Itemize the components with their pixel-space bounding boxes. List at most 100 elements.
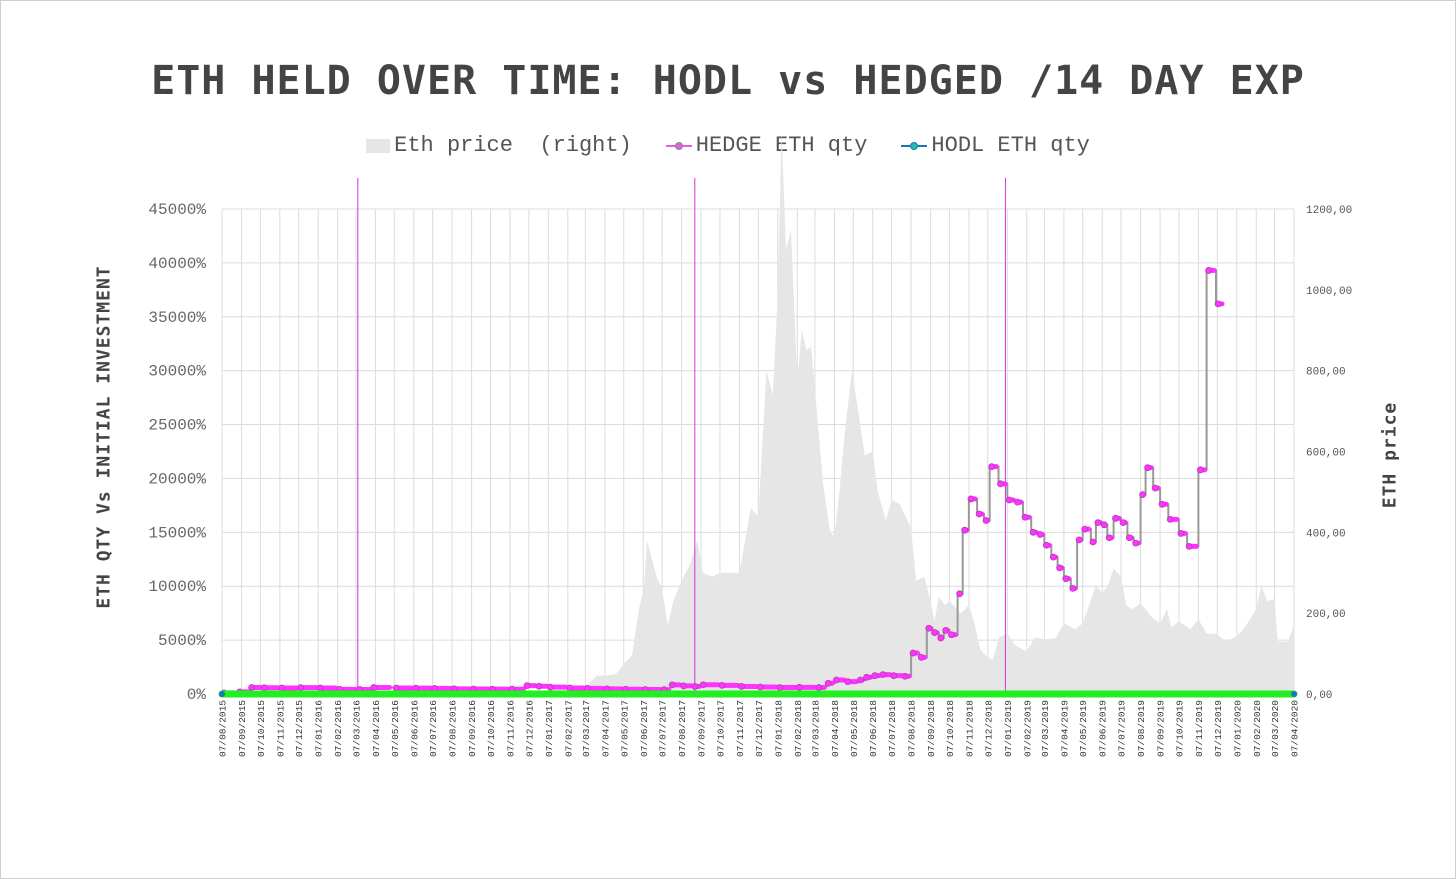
x-tick-label: 07/10/2015 xyxy=(256,700,267,757)
x-tick-label: 07/06/2016 xyxy=(409,700,420,757)
hedge-point xyxy=(909,649,917,657)
y-axis-right: 0,00 200,00 400,00 600,00 800,00 1000,00 1200,… xyxy=(1306,205,1352,702)
hedge-point xyxy=(1036,531,1044,538)
x-tick-label: 07/08/2018 xyxy=(907,700,918,757)
hedge-point xyxy=(1144,464,1152,472)
hedge-point xyxy=(1205,267,1213,274)
legend-item-hodl[interactable]: HODL ETH qty xyxy=(901,133,1090,158)
y-tick-label-left: 5000% xyxy=(158,632,206,650)
hedge-point xyxy=(942,627,950,634)
hedge-point xyxy=(795,683,803,691)
x-tick-label: 07/11/2017 xyxy=(735,700,746,757)
hedge-point xyxy=(776,684,784,691)
hedge-point xyxy=(412,684,420,692)
hedge-point xyxy=(1005,496,1013,504)
x-tick-label: 07/12/2016 xyxy=(524,700,535,757)
x-tick-label: 07/04/2018 xyxy=(830,700,841,757)
x-tick-label: 07/03/2020 xyxy=(1270,700,1281,757)
hedge-point xyxy=(392,684,400,692)
x-tick-label: 07/06/2018 xyxy=(868,700,879,757)
hedge-point xyxy=(961,526,969,534)
x-tick-label: 07/04/2020 xyxy=(1290,700,1301,757)
y-tick-label-left: 25000% xyxy=(148,417,206,435)
hedge-point xyxy=(699,681,707,689)
hodl-point xyxy=(1291,691,1297,697)
legend-item-eth-price[interactable]: Eth price (right) xyxy=(366,133,632,158)
hedge-point xyxy=(1075,536,1083,544)
x-tick-label: 07/12/2018 xyxy=(983,700,994,757)
hedge-point xyxy=(1029,528,1037,536)
hedge-point xyxy=(824,679,832,687)
hedge-point xyxy=(1081,525,1089,533)
x-tick-label: 07/01/2018 xyxy=(773,700,784,757)
hedge-point xyxy=(948,631,955,639)
y-tick-label-left: 20000% xyxy=(148,470,206,488)
y-tick-label-right: 600,00 xyxy=(1306,448,1346,460)
hedge-series xyxy=(220,267,1225,697)
y-tick-label-left: 10000% xyxy=(148,578,206,596)
x-tick-label: 07/02/2019 xyxy=(1022,700,1033,757)
hedge-point xyxy=(1100,521,1108,529)
hedge-point xyxy=(1049,553,1057,561)
hedge-point xyxy=(431,684,439,692)
x-tick-label: 07/03/2018 xyxy=(810,700,821,757)
hedge-point xyxy=(901,672,909,680)
y-tick-label-left: 40000% xyxy=(148,255,206,273)
hedge-point xyxy=(1105,534,1113,542)
hedge-point xyxy=(1089,538,1097,546)
hedge-point xyxy=(546,683,554,691)
x-tick-label: 07/09/2015 xyxy=(237,700,248,757)
x-tick-label: 07/09/2017 xyxy=(697,700,708,757)
hedge-point xyxy=(931,629,938,636)
hedge-point xyxy=(925,624,933,632)
hedge-point xyxy=(871,672,879,680)
x-tick-label: 07/09/2016 xyxy=(467,700,478,757)
x-tick-label: 07/03/2017 xyxy=(581,700,592,757)
hedge-point xyxy=(691,683,699,690)
hedge-point xyxy=(1139,491,1146,499)
x-tick-label: 07/07/2017 xyxy=(658,700,669,757)
x-tick-label: 07/02/2018 xyxy=(793,700,804,757)
x-tick-label: 07/01/2020 xyxy=(1232,700,1243,757)
x-tick-label: 07/08/2016 xyxy=(448,700,459,757)
hedge-point xyxy=(956,590,964,598)
hedge-point xyxy=(1021,513,1029,521)
x-tick-label: 07/12/2015 xyxy=(294,700,305,757)
y-tick-label-right: 800,00 xyxy=(1306,367,1346,379)
x-tick-label: 07/07/2016 xyxy=(428,700,439,757)
hedge-point xyxy=(668,681,676,689)
x-tick-label: 07/01/2017 xyxy=(544,700,555,757)
x-tick-label: 07/10/2016 xyxy=(486,700,497,757)
hedge-point xyxy=(1125,534,1133,542)
x-tick-label: 07/11/2016 xyxy=(505,700,516,757)
x-tick-label: 07/03/2016 xyxy=(351,700,362,757)
x-tick-label: 07/02/2016 xyxy=(333,700,344,757)
y-tick-label-left: 30000% xyxy=(148,363,206,381)
hedge-point xyxy=(879,671,887,678)
hedge-point xyxy=(1069,584,1077,592)
hedge-point xyxy=(832,676,840,684)
x-tick-label: 07/08/2019 xyxy=(1136,700,1147,757)
x-tick-label: 07/02/2020 xyxy=(1252,700,1263,757)
x-tick-label: 07/09/2018 xyxy=(926,700,937,757)
hedge-point xyxy=(566,684,574,692)
hedge-point xyxy=(1151,484,1159,492)
hedge-point xyxy=(988,463,996,470)
x-tick-label: 07/08/2017 xyxy=(677,700,688,757)
hedge-point xyxy=(1185,542,1193,550)
x-tick-label: 07/11/2015 xyxy=(275,700,286,757)
legend-label: HODL ETH qty xyxy=(931,133,1090,158)
hedge-point xyxy=(1094,519,1102,527)
x-tick-label: 07/02/2017 xyxy=(563,700,574,757)
hedge-point xyxy=(738,683,745,690)
hedge-point xyxy=(982,517,990,524)
hedge-point xyxy=(278,684,286,692)
x-tick-label: 07/10/2019 xyxy=(1174,700,1185,757)
hedge-point xyxy=(718,681,726,689)
x-tick-label: 07/04/2019 xyxy=(1059,700,1070,757)
x-tick-label: 07/06/2017 xyxy=(639,700,650,757)
hedge-point xyxy=(316,684,324,692)
hedge-point xyxy=(863,673,870,681)
